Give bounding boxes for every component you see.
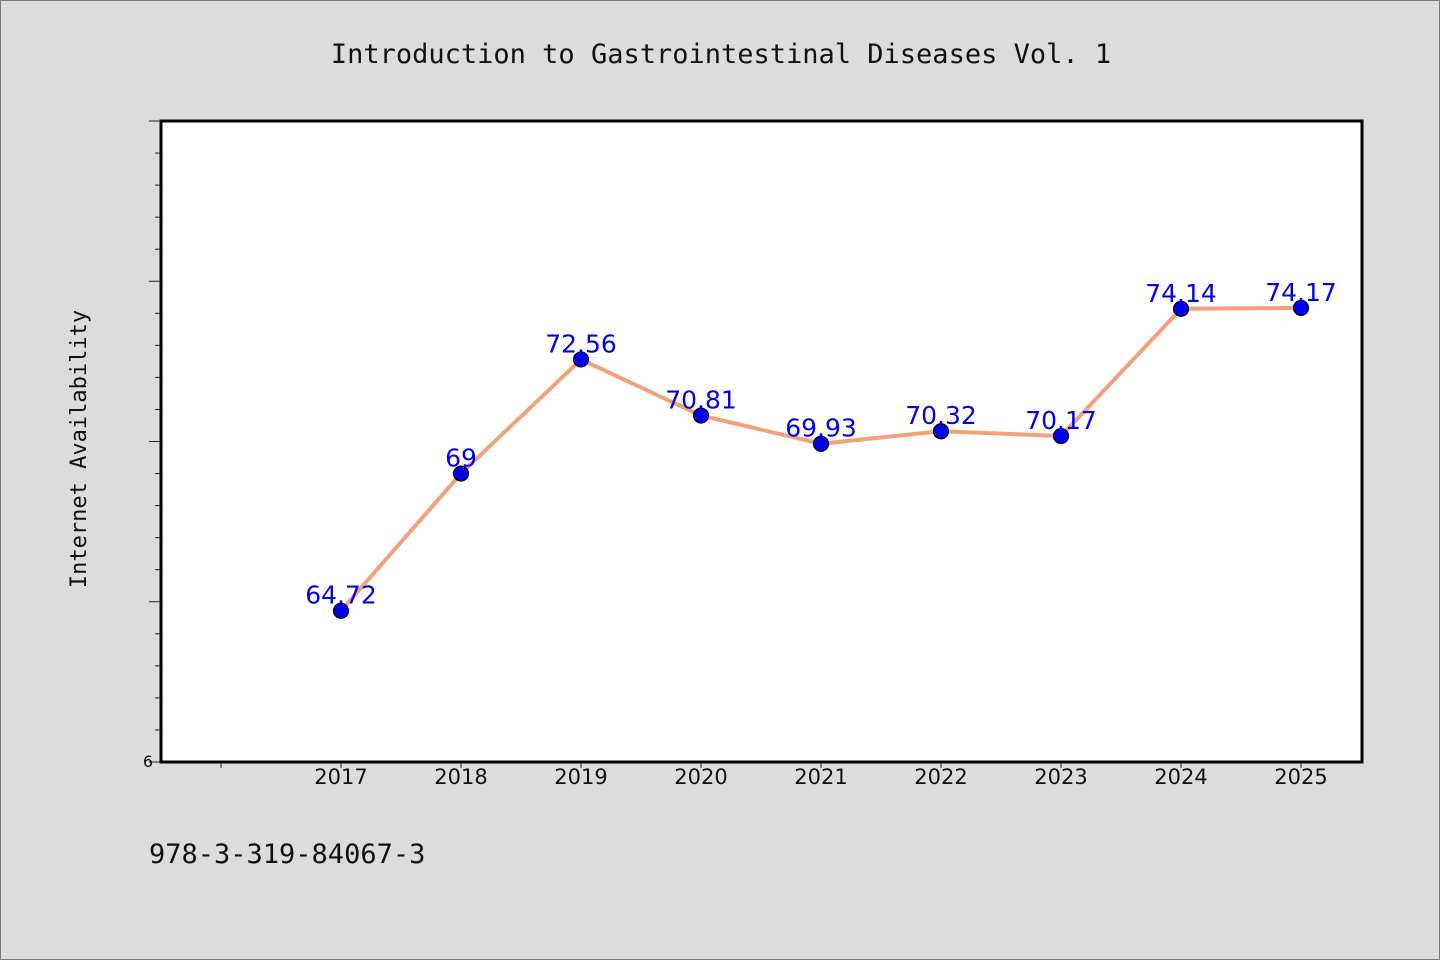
data-point [692, 407, 710, 424]
x-tick-label: 2025 [1274, 765, 1327, 789]
x-tick-label: 2020 [674, 765, 727, 789]
x-axis-ticks: 2017 2018 2019 2020 2021 2022 2023 2024 2025 [220, 762, 1328, 789]
data-point [1292, 299, 1310, 316]
data-label: 70.17 [1025, 406, 1097, 435]
y-tick-label: 6 [143, 752, 153, 771]
y-axis-ticks [149, 120, 161, 763]
data-label: 64.72 [305, 581, 377, 610]
data-point [572, 351, 590, 368]
x-tick-label: 2024 [1154, 765, 1207, 789]
x-tick-label: 2022 [914, 765, 967, 789]
data-point [452, 465, 470, 482]
data-label-group: 64.72 69 72.56 70.81 69.93 70.32 70.17 74.14 74.… [305, 278, 1337, 610]
x-tick-label: 2023 [1034, 765, 1087, 789]
x-tick-label: 2019 [554, 765, 607, 789]
data-label: 72.56 [545, 329, 617, 358]
data-point [332, 602, 350, 619]
series-marker-group [332, 299, 1310, 619]
data-label: 69 [445, 444, 477, 473]
plot-area [159, 119, 1364, 764]
data-point [932, 423, 950, 440]
data-label: 74.14 [1145, 279, 1217, 308]
data-point [812, 435, 830, 452]
data-label: 70.81 [665, 386, 737, 415]
isbn-footer: 978-3-319-84067-3 [149, 839, 425, 870]
data-label: 69.93 [785, 414, 857, 443]
y-axis-label: Internet Availability [67, 310, 92, 588]
x-tick-label: 2018 [434, 765, 487, 789]
data-label: 70.32 [905, 401, 977, 430]
data-point [1052, 427, 1070, 445]
data-point [1172, 300, 1190, 317]
data-label: 74.17 [1265, 278, 1337, 307]
chart-title: Introduction to Gastrointestinal Disease… [331, 39, 1111, 70]
x-tick-label: 2017 [314, 765, 367, 789]
x-tick-label: 2021 [794, 765, 847, 789]
